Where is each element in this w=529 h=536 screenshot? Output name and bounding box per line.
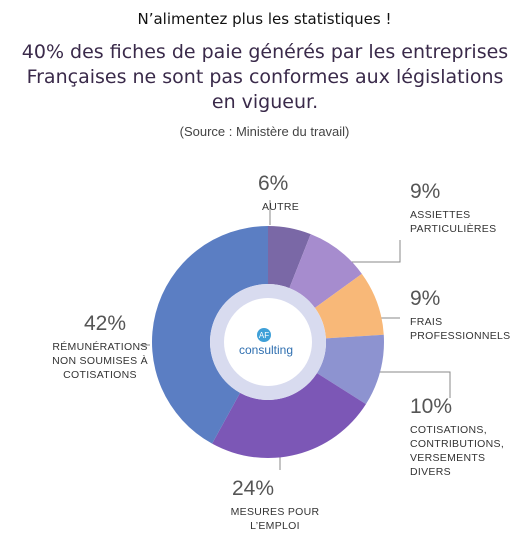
value-label: 24% [231, 477, 275, 500]
slice [151, 226, 268, 444]
source: (Source : Ministère du travail) [179, 124, 350, 139]
center [224, 298, 312, 386]
category-label: FRAIS PROFESSIONNELS [410, 316, 511, 342]
slice [316, 334, 384, 405]
leader-lines [140, 200, 451, 470]
value-label: 10% [410, 395, 453, 418]
category-label: AUTRE [262, 201, 300, 213]
value-label: 42% [83, 312, 127, 335]
value-label: 9% [410, 180, 441, 203]
value-label: 9% [410, 287, 441, 310]
subtitle: 40% des fiches de paie générés par les e… [21, 41, 509, 113]
logo-dot [257, 328, 271, 342]
category-label: MESURES POUR L’EMPLOI [230, 506, 320, 532]
slice [268, 226, 311, 289]
slice [314, 273, 384, 339]
slice [212, 373, 366, 458]
title: N’alimentez plus les statistiques ! [137, 10, 392, 28]
slice [289, 234, 362, 308]
category-label: RÉMUNÉRATIONS NON SOUMISES À COTISATIONS [52, 341, 148, 381]
category-label: COTISATIONS, CONTRIBUTIONS, VERSEMENTS D… [410, 424, 505, 478]
value-label: 6% [258, 172, 289, 195]
category-label: ASSIETTES PARTICULIÈRES [410, 209, 497, 235]
logo-mark: AF [259, 331, 269, 340]
logo-text: consulting [239, 343, 293, 357]
